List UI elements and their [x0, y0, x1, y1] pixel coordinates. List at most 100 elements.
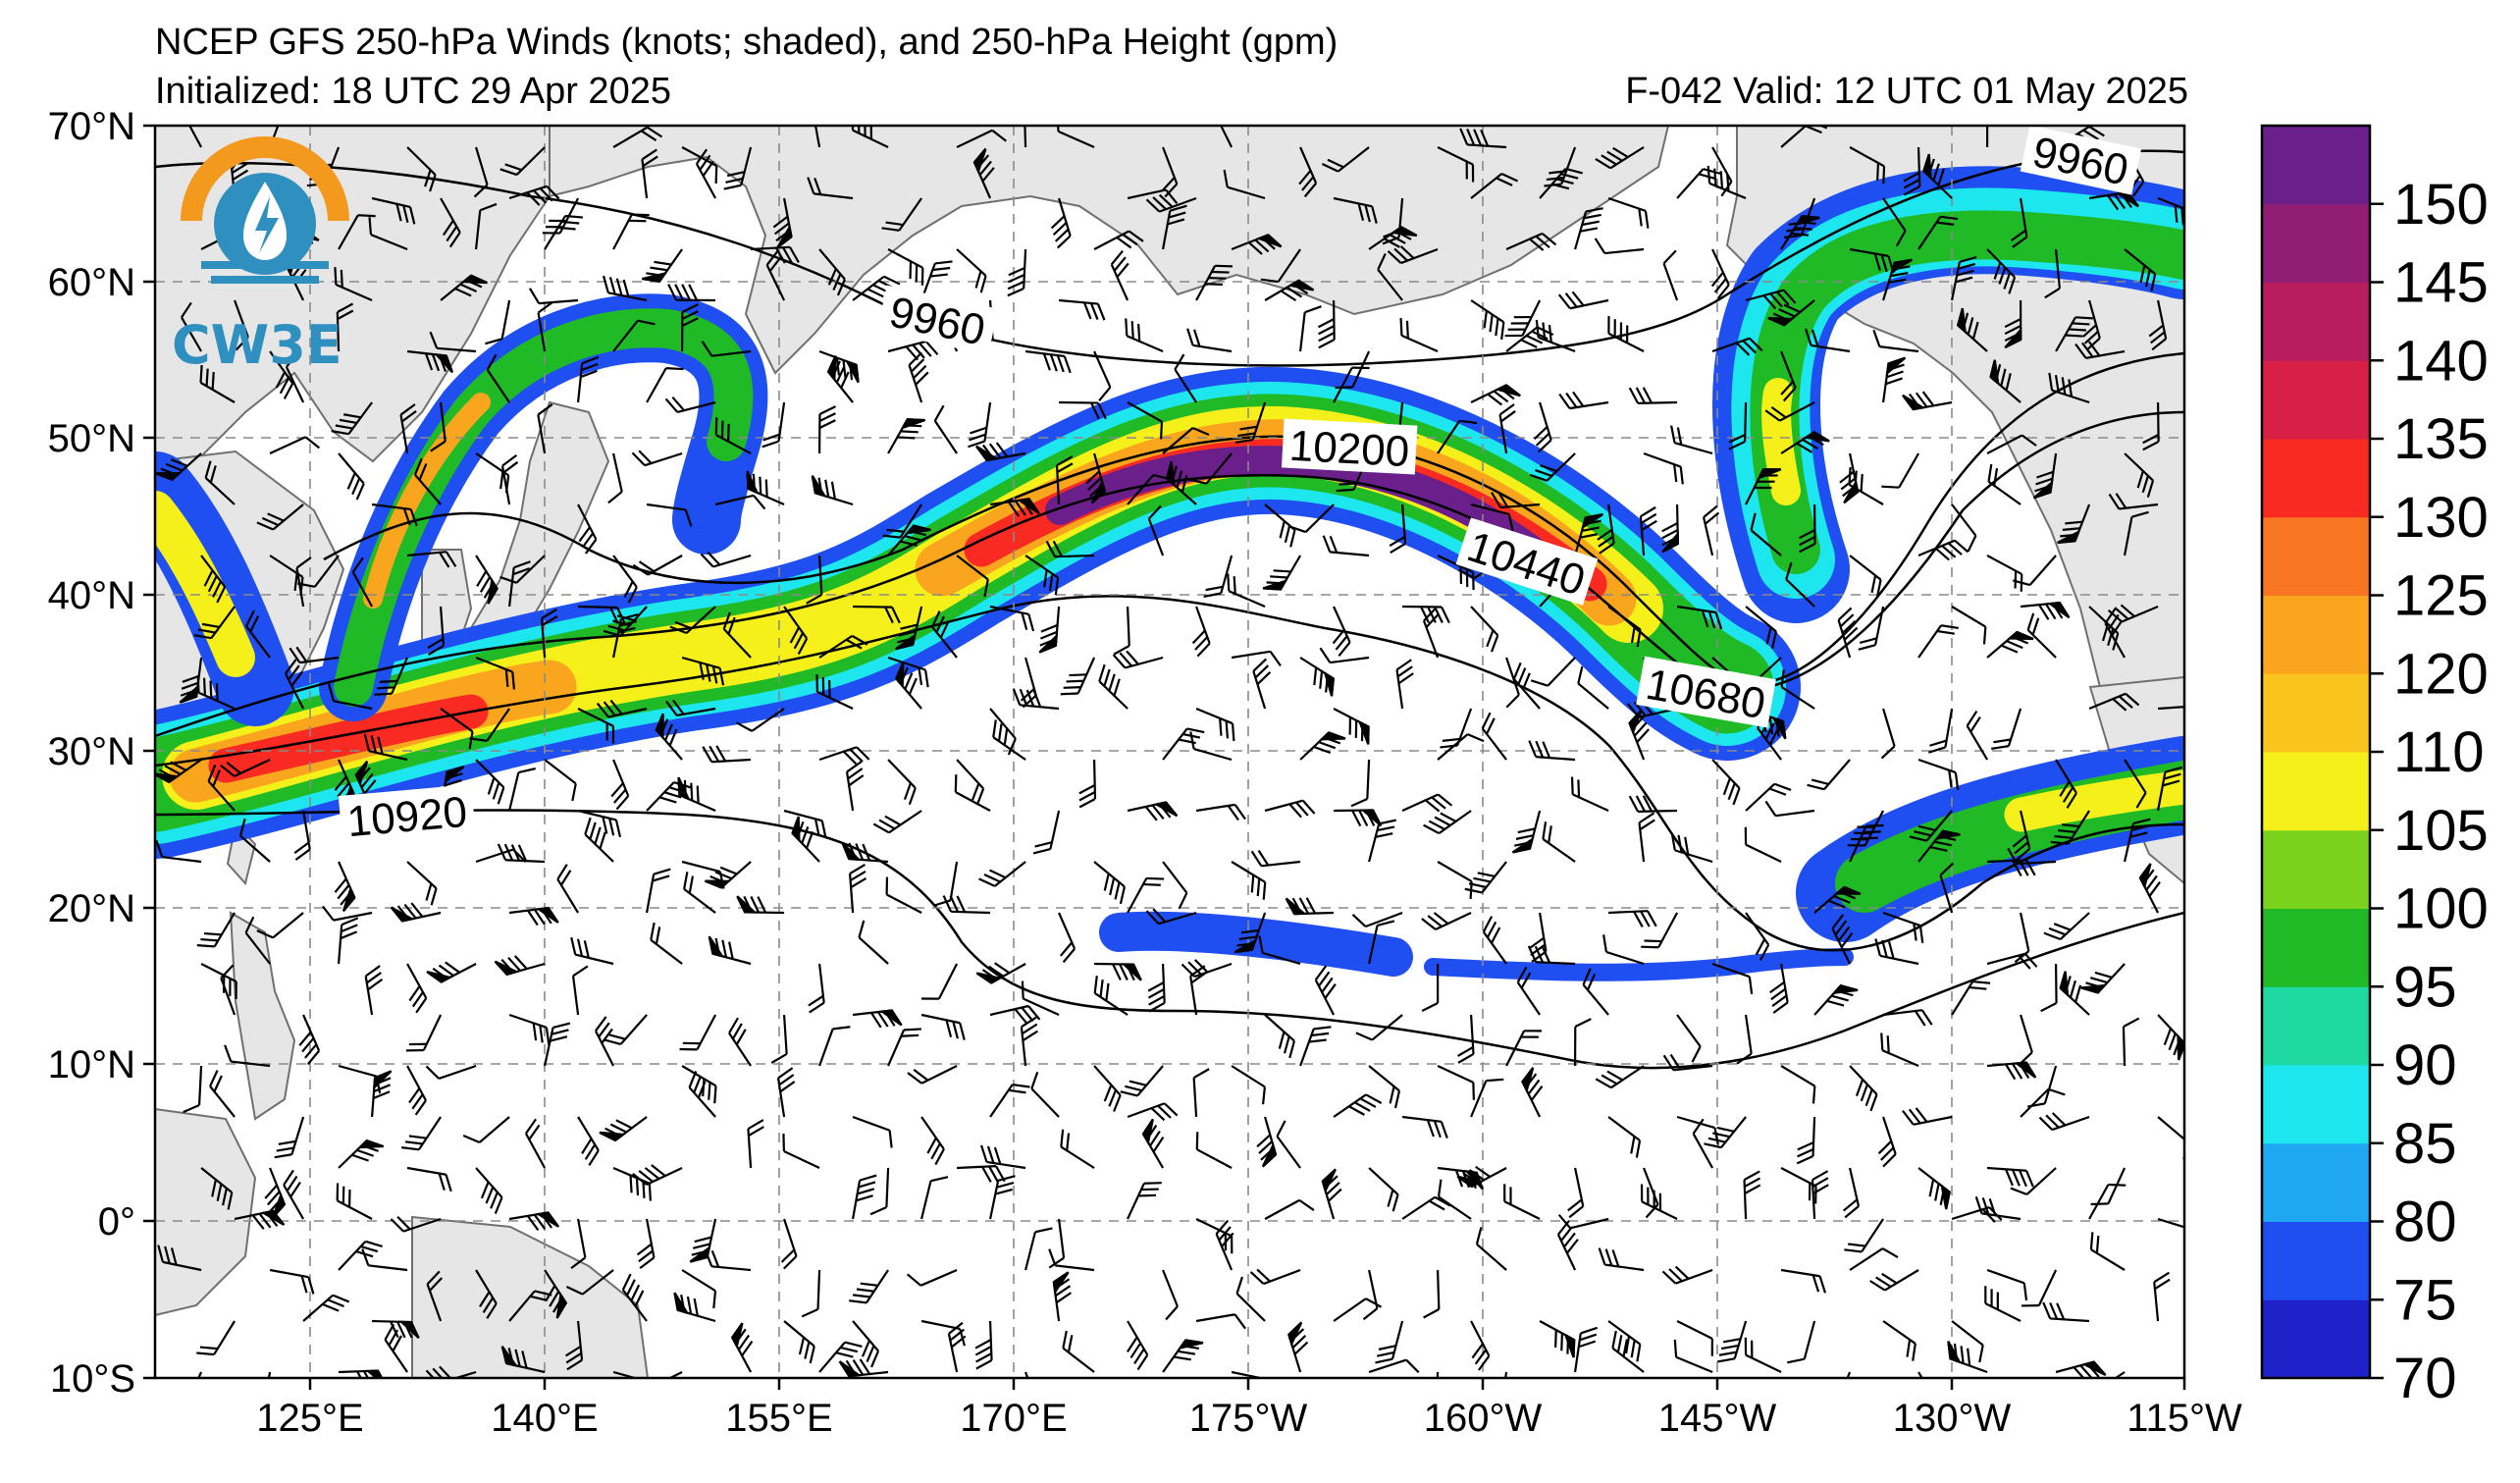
- wind-barb: [708, 935, 752, 966]
- wind-barb: [852, 1115, 893, 1148]
- wind-barb: [1437, 1179, 1472, 1220]
- wind-barb: [1127, 801, 1179, 821]
- lon-label: 175°W: [1189, 1397, 1308, 1440]
- wind-barb: [765, 250, 786, 301]
- wind-barb: [244, 609, 271, 659]
- wind-barb: [975, 962, 1026, 984]
- contour-10440: [155, 410, 2184, 738]
- wind-barb: [2048, 372, 2090, 404]
- wind-barb: [1231, 234, 1283, 255]
- wind-barb: [2055, 316, 2093, 352]
- wind-barb: [1145, 193, 1197, 213]
- wind-barb: [1333, 708, 1370, 745]
- wind-barb: [426, 961, 477, 983]
- wind-barb: [1189, 965, 1207, 1016]
- wind-barb: [1464, 861, 1507, 894]
- wind-barb: [556, 864, 580, 914]
- wind-barb: [1750, 512, 1782, 556]
- wind-barb: [157, 1245, 202, 1272]
- wind-barb: [390, 1215, 442, 1233]
- wind-barb: [1050, 197, 1072, 249]
- wind-barb: [1162, 1269, 1179, 1321]
- wind-barb: [1780, 431, 1830, 454]
- wind-barb: [1574, 207, 1603, 250]
- wind-barb: [1368, 226, 1418, 250]
- wind-barb: [1319, 647, 1370, 664]
- wind-barb: [322, 905, 373, 922]
- wind-barb: [1628, 387, 1678, 405]
- wind-barb: [2157, 1116, 2184, 1160]
- wind-barb: [1060, 1129, 1095, 1169]
- wind-barb: [1258, 935, 1301, 966]
- wind-barb: [1162, 861, 1188, 910]
- wind-barb: [665, 699, 716, 717]
- wind-barb: [851, 1174, 877, 1220]
- wind-barb: [1880, 1033, 1919, 1068]
- wind-barb: [989, 1004, 1041, 1024]
- wind-barb: [1192, 1068, 1210, 1118]
- wind-barb: [1917, 539, 1969, 561]
- wind-barb: [1974, 1196, 2021, 1221]
- wind-barb: [730, 1322, 754, 1373]
- wind-barb: [429, 331, 477, 353]
- wind-barb: [1234, 912, 1267, 954]
- wind-barb: [1796, 1116, 1816, 1165]
- wind-barb: [2057, 503, 2091, 545]
- graticule: [155, 126, 2184, 1378]
- wind-barb: [1377, 252, 1403, 301]
- wind-barb: [544, 759, 577, 802]
- wind-barb: [679, 1014, 717, 1051]
- wind-barb: [440, 274, 488, 301]
- colorbar-label: 120: [2393, 642, 2489, 706]
- wind-barb: [1881, 356, 1907, 403]
- wind-barb: [1745, 468, 1782, 505]
- wind-barb: [747, 1119, 764, 1169]
- wind-barb: [1607, 1320, 1642, 1362]
- wind-barb: [808, 963, 825, 1014]
- wind-barb: [811, 126, 821, 148]
- wind-barb: [1505, 657, 1520, 709]
- wind-barb: [1059, 400, 1107, 420]
- wind-barb: [1223, 169, 1266, 200]
- logo-bolt-icon: [255, 196, 279, 253]
- lat-label: 40°N: [48, 574, 135, 617]
- wind-barb: [401, 1116, 442, 1151]
- wind-barb: [1849, 823, 1884, 863]
- wind-barb: [1459, 128, 1507, 149]
- wind-barb: [1670, 425, 1713, 455]
- wind-barb: [577, 503, 598, 555]
- wind-barb: [368, 217, 408, 251]
- wind-barb: [475, 555, 499, 605]
- wind-barb: [642, 248, 683, 283]
- colorbar-segment: [2262, 673, 2370, 753]
- wind-barb: [183, 1065, 203, 1114]
- wind-barb: [334, 267, 373, 302]
- wind-barb: [655, 713, 683, 761]
- wind-barb: [1628, 795, 1678, 814]
- wind-barb: [646, 1371, 683, 1378]
- wind-barb: [1966, 710, 1989, 761]
- wind-barb: [508, 185, 560, 206]
- wind-barb: [1423, 810, 1472, 835]
- wind-barb: [1909, 810, 1953, 842]
- wind-barb: [1007, 248, 1027, 297]
- wind-barb: [920, 1176, 949, 1220]
- wind-barb: [1020, 1016, 1039, 1067]
- wind-barb: [2038, 1112, 2090, 1132]
- wind-barb: [811, 475, 854, 506]
- wind-barb: [887, 656, 929, 688]
- wind-barb: [1849, 1247, 1899, 1271]
- wind-barb: [405, 1014, 443, 1052]
- wind-barb: [508, 906, 559, 927]
- wind-barb: [1389, 503, 1407, 555]
- wind-barb: [956, 555, 989, 598]
- wind-barb: [858, 920, 889, 965]
- wind-barb: [2089, 1232, 2126, 1271]
- wind-barb: [817, 405, 836, 454]
- wind-barb: [372, 1319, 420, 1340]
- wind-barb: [1607, 316, 1645, 352]
- wind-barb: [695, 148, 717, 199]
- wind-barb: [1437, 419, 1478, 454]
- wind-barb: [1661, 503, 1680, 554]
- wind-barb: [1470, 1320, 1491, 1371]
